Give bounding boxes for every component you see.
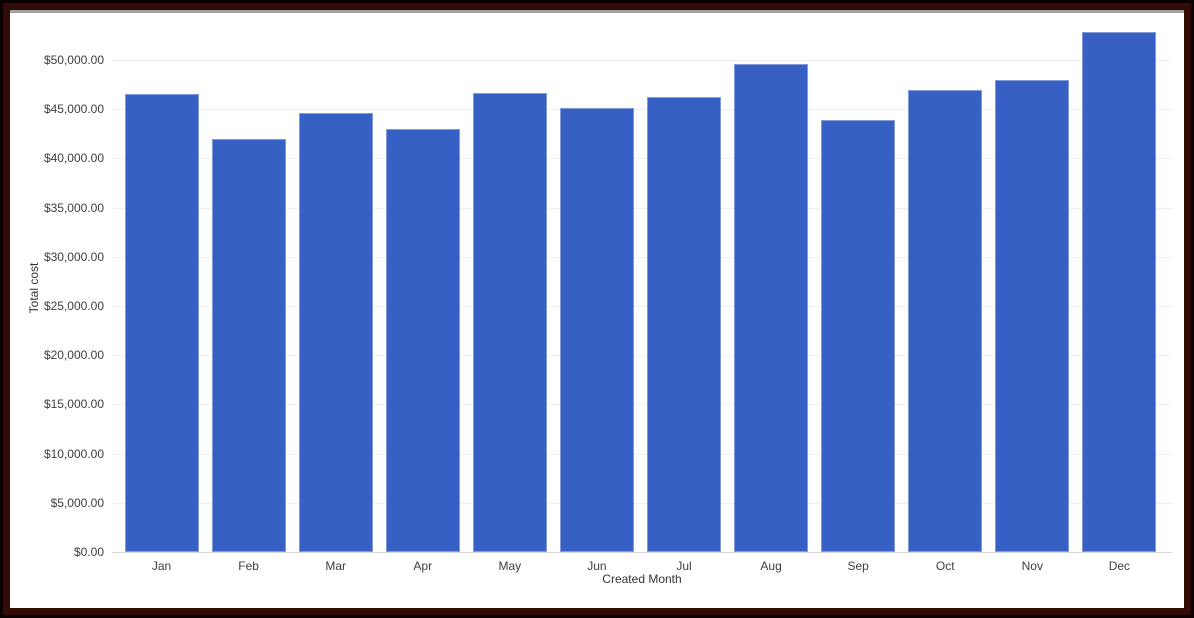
x-axis-title: Created Month	[602, 572, 682, 586]
x-tick-label: Jun	[587, 559, 607, 573]
bar-jun[interactable]	[559, 108, 634, 552]
bar-slot	[118, 10, 205, 552]
bar-feb[interactable]	[211, 138, 286, 552]
gridline	[112, 404, 1172, 406]
bar-slot	[902, 10, 989, 552]
y-tick-label: $40,000.00	[43, 151, 104, 166]
x-tick-label: Aug	[760, 559, 782, 573]
x-tick-label: Dec	[1108, 559, 1131, 573]
y-tick-label: $0.00	[73, 545, 104, 559]
y-tick-label: $5,000.00	[50, 495, 104, 510]
bar-oct[interactable]	[908, 89, 983, 552]
y-tick-label: $10,000.00	[43, 446, 104, 461]
bar-jan[interactable]	[124, 94, 199, 552]
bar-sep[interactable]	[821, 120, 896, 552]
gridline	[112, 453, 1172, 455]
gridline	[112, 109, 1172, 111]
gridline	[112, 306, 1172, 307]
bar-nov[interactable]	[995, 79, 1070, 552]
bar-apr[interactable]	[385, 128, 460, 552]
bar-slot	[728, 10, 815, 552]
bar-slot	[553, 10, 640, 552]
x-tick-label: Nov	[1021, 559, 1043, 573]
gridline	[112, 256, 1172, 258]
bars-layer	[118, 10, 1163, 552]
x-axis-tick-labels: Jan Feb Mar Apr May Jun Jul Aug Sep Oct Nov Dec	[118, 558, 1163, 574]
y-tick-label: $30,000.00	[43, 249, 104, 264]
bar-slot	[989, 10, 1076, 552]
bar-slot	[1076, 10, 1163, 552]
bar-slot	[205, 10, 292, 552]
gridline	[112, 158, 1172, 160]
y-tick-label: $50,000.00	[43, 53, 104, 67]
x-tick-label: Mar	[325, 559, 347, 573]
bar-slot	[379, 10, 466, 552]
bar-slot	[815, 10, 902, 552]
bar-slot	[466, 10, 553, 552]
x-tick-label: Sep	[847, 559, 869, 573]
gridline	[112, 60, 1172, 61]
x-tick-label: Feb	[238, 559, 259, 573]
y-tick-label: $15,000.00	[43, 397, 104, 412]
top-hairline	[10, 10, 1184, 13]
bar-mar[interactable]	[298, 112, 373, 552]
x-tick-label: May	[498, 559, 522, 573]
x-axis-baseline	[112, 552, 1172, 553]
x-tick-label: Apr	[413, 559, 433, 573]
bar-slot	[640, 10, 727, 552]
bar-may[interactable]	[472, 92, 547, 552]
gridline	[112, 502, 1172, 504]
y-tick-label: $45,000.00	[43, 102, 104, 117]
y-tick-label: $25,000.00	[43, 299, 104, 313]
y-axis-title: Total cost	[27, 262, 41, 314]
chart-canvas: $0.00 $5,000.00 $10,000.00 $15,000.00 $20,00…	[3, 3, 1191, 615]
y-tick-label: $35,000.00	[43, 200, 104, 215]
gridline	[112, 207, 1172, 209]
x-tick-label: Jan	[151, 559, 172, 573]
y-tick-label: $20,000.00	[43, 348, 104, 363]
gridline	[112, 355, 1172, 357]
x-tick-label: Jul	[676, 559, 692, 573]
bar-jul[interactable]	[647, 96, 721, 552]
bar-aug[interactable]	[734, 63, 809, 552]
bar-dec[interactable]	[1082, 32, 1157, 552]
x-tick-label: Oct	[935, 559, 955, 573]
bar-slot	[292, 10, 379, 552]
